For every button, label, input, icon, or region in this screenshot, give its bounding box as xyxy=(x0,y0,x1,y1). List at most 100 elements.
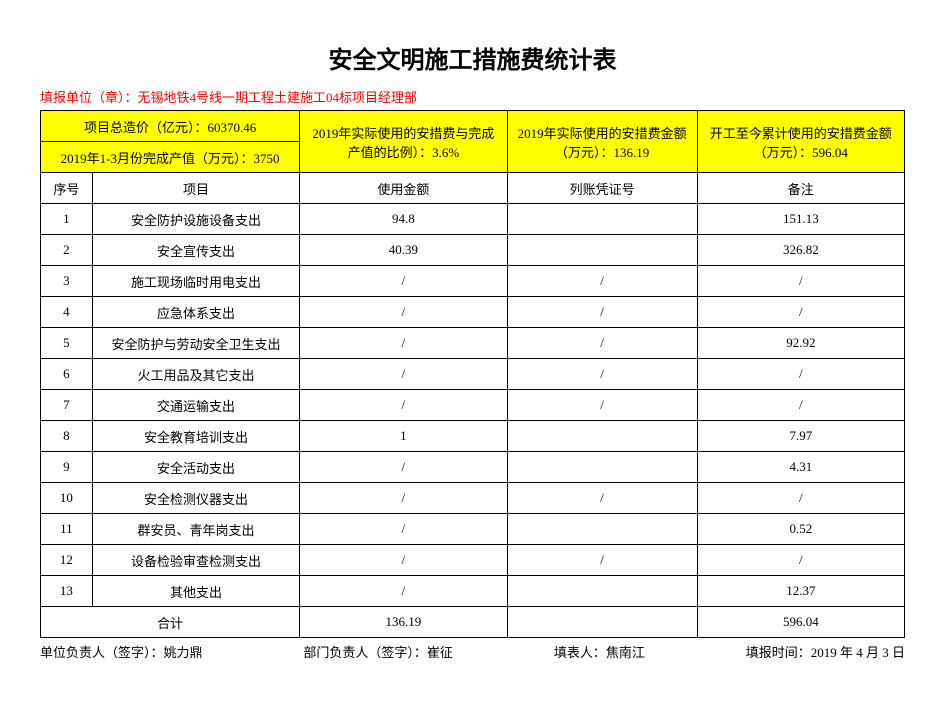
column-header-amount: 使用金额 xyxy=(300,173,507,204)
cell-amount: / xyxy=(300,328,507,359)
cell-item: 火工用品及其它支出 xyxy=(92,359,299,390)
cell-voucher: / xyxy=(507,328,697,359)
footer-dept-leader: 部门负责人（签字）：崔征 xyxy=(303,642,453,661)
cell-voucher xyxy=(507,204,697,235)
cell-seq: 4 xyxy=(41,297,93,328)
filler-value: 焦南江 xyxy=(606,645,645,660)
column-header-voucher: 列账凭证号 xyxy=(507,173,697,204)
cell-remark: 151.13 xyxy=(697,204,904,235)
cell-item: 安全活动支出 xyxy=(92,452,299,483)
cell-amount: / xyxy=(300,359,507,390)
cell-seq: 10 xyxy=(41,483,93,514)
table-row: 2 安全宣传支出 40.39 326.82 xyxy=(41,235,905,266)
cell-remark: 4.31 xyxy=(697,452,904,483)
cell-voucher xyxy=(507,235,697,266)
table-row: 6 火工用品及其它支出 / / / xyxy=(41,359,905,390)
table-row: 5 安全防护与劳动安全卫生支出 / / 92.92 xyxy=(41,328,905,359)
cell-voucher xyxy=(507,452,697,483)
cell-seq: 7 xyxy=(41,390,93,421)
statistics-table: 项目总造价（亿元）：60370.46 2019年实际使用的安措费与完成产值的比例… xyxy=(40,110,905,638)
cell-amount: / xyxy=(300,483,507,514)
cell-item: 施工现场临时用电支出 xyxy=(92,266,299,297)
cell-item: 安全宣传支出 xyxy=(92,235,299,266)
cell-seq: 5 xyxy=(41,328,93,359)
reporter-label: 填报单位（章）： xyxy=(40,90,138,105)
cell-seq: 11 xyxy=(41,514,93,545)
summary-cumulative-amount: 开工至今累计使用的安措费金额（万元）：596.04 xyxy=(697,111,904,173)
dept-leader-value: 崔征 xyxy=(427,645,453,660)
table-row: 1 安全防护设施设备支出 94.8 151.13 xyxy=(41,204,905,235)
cell-item: 安全检测仪器支出 xyxy=(92,483,299,514)
table-row: 3 施工现场临时用电支出 / / / xyxy=(41,266,905,297)
footer-date: 填报时间：2019 年 4 月 3 日 xyxy=(746,642,905,661)
cell-amount: / xyxy=(300,266,507,297)
summary-completed-value: 2019年1-3月份完成产值（万元）：3750 xyxy=(41,142,300,173)
column-header-item: 项目 xyxy=(92,173,299,204)
cell-amount: / xyxy=(300,452,507,483)
cell-voucher: / xyxy=(507,297,697,328)
table-row: 7 交通运输支出 / / / xyxy=(41,390,905,421)
total-amount: 136.19 xyxy=(300,607,507,638)
cell-voucher xyxy=(507,514,697,545)
cell-amount: / xyxy=(300,514,507,545)
reporter-value: 无锡地铁4号线一期工程土建施工04标项目经理部 xyxy=(138,90,418,105)
page-title: 安全文明施工措施费统计表 xyxy=(40,40,905,75)
cell-amount: 40.39 xyxy=(300,235,507,266)
summary-total-cost: 项目总造价（亿元）：60370.46 xyxy=(41,111,300,142)
cell-remark: 12.37 xyxy=(697,576,904,607)
cell-seq: 6 xyxy=(41,359,93,390)
cell-voucher: / xyxy=(507,359,697,390)
cell-item: 群安员、青年岗支出 xyxy=(92,514,299,545)
footer-filler: 填表人：焦南江 xyxy=(554,642,645,661)
total-label: 合计 xyxy=(41,607,300,638)
summary-ratio: 2019年实际使用的安措费与完成产值的比例）：3.6% xyxy=(300,111,507,173)
cell-remark: / xyxy=(697,545,904,576)
column-header-remark: 备注 xyxy=(697,173,904,204)
table-row: 8 安全教育培训支出 1 7.97 xyxy=(41,421,905,452)
cell-seq: 3 xyxy=(41,266,93,297)
table-row: 12 设备检验审查检测支出 / / / xyxy=(41,545,905,576)
total-remark: 596.04 xyxy=(697,607,904,638)
cell-seq: 13 xyxy=(41,576,93,607)
cell-voucher: / xyxy=(507,545,697,576)
column-header-seq: 序号 xyxy=(41,173,93,204)
cell-remark: / xyxy=(697,297,904,328)
cell-remark: 92.92 xyxy=(697,328,904,359)
cell-seq: 9 xyxy=(41,452,93,483)
table-row: 9 安全活动支出 / 4.31 xyxy=(41,452,905,483)
cell-remark: / xyxy=(697,390,904,421)
unit-leader-value: 姚力鼎 xyxy=(164,645,203,660)
cell-amount: / xyxy=(300,576,507,607)
cell-item: 安全防护与劳动安全卫生支出 xyxy=(92,328,299,359)
cell-voucher xyxy=(507,576,697,607)
unit-leader-label: 单位负责人（签字）： xyxy=(40,645,164,660)
cell-remark: 326.82 xyxy=(697,235,904,266)
cell-amount: / xyxy=(300,297,507,328)
summary-period-amount: 2019年实际使用的安措费金额（万元）：136.19 xyxy=(507,111,697,173)
date-label: 填报时间： xyxy=(746,645,811,660)
filler-label: 填表人： xyxy=(554,645,606,660)
cell-item: 应急体系支出 xyxy=(92,297,299,328)
table-row: 11 群安员、青年岗支出 / 0.52 xyxy=(41,514,905,545)
cell-item: 其他支出 xyxy=(92,576,299,607)
cell-amount: 1 xyxy=(300,421,507,452)
cell-voucher: / xyxy=(507,483,697,514)
cell-seq: 2 xyxy=(41,235,93,266)
date-value: 2019 年 4 月 3 日 xyxy=(811,645,905,660)
cell-amount: / xyxy=(300,390,507,421)
cell-seq: 12 xyxy=(41,545,93,576)
table-row: 4 应急体系支出 / / / xyxy=(41,297,905,328)
cell-item: 交通运输支出 xyxy=(92,390,299,421)
table-row: 13 其他支出 / 12.37 xyxy=(41,576,905,607)
cell-item: 安全教育培训支出 xyxy=(92,421,299,452)
cell-item: 设备检验审查检测支出 xyxy=(92,545,299,576)
cell-remark: / xyxy=(697,359,904,390)
cell-amount: 94.8 xyxy=(300,204,507,235)
footer-line: 单位负责人（签字）：姚力鼎 部门负责人（签字）：崔征 填表人：焦南江 填报时间：… xyxy=(40,642,905,661)
reporter-line: 填报单位（章）：无锡地铁4号线一期工程土建施工04标项目经理部 xyxy=(40,87,905,106)
dept-leader-label: 部门负责人（签字）： xyxy=(303,645,427,660)
cell-remark: / xyxy=(697,483,904,514)
cell-seq: 1 xyxy=(41,204,93,235)
cell-remark: 7.97 xyxy=(697,421,904,452)
cell-voucher: / xyxy=(507,390,697,421)
